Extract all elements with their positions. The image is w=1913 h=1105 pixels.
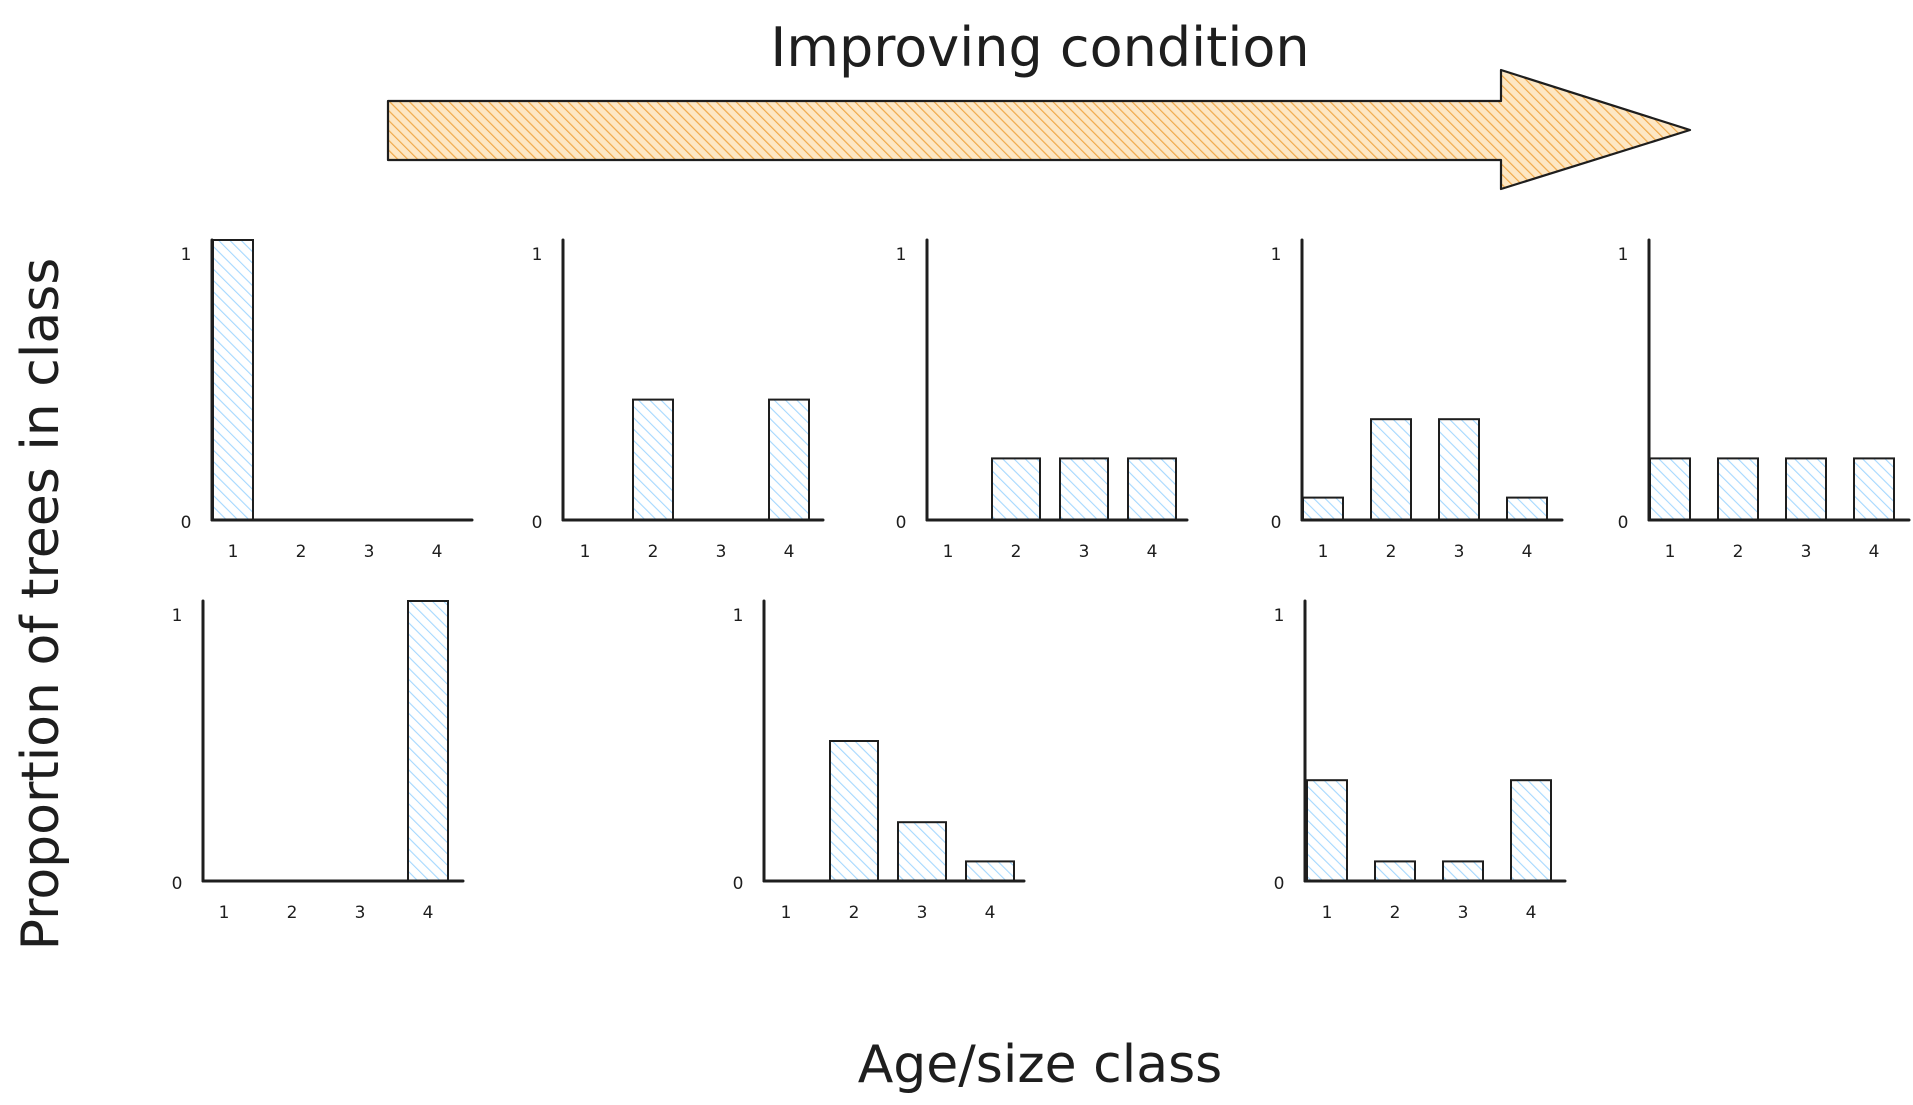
x-tick-label: 1 — [580, 542, 591, 562]
x-tick-label: 1 — [228, 542, 239, 562]
bar-class-3 — [1442, 860, 1484, 883]
x-tick-label: 3 — [917, 903, 928, 923]
chart-8: 0 1 1 2 3 4 — [1274, 599, 1567, 923]
bar-class-4 — [1127, 457, 1177, 521]
bar-class-3 — [1438, 418, 1480, 522]
bar-class-4 — [1506, 496, 1548, 522]
x-tick-label: 4 — [1522, 542, 1533, 562]
arrow-label: Improving condition — [770, 16, 1309, 79]
bar-class-1 — [1649, 457, 1691, 521]
y-tick-label: 0 — [1271, 513, 1282, 533]
bar-class-1 — [212, 239, 254, 521]
x-tick-label: 3 — [1079, 542, 1090, 562]
chart-3: 0 1 1 2 3 4 — [896, 238, 1189, 562]
x-tick-label: 2 — [1011, 542, 1022, 562]
x-tick-label: 2 — [849, 903, 860, 923]
x-tick-label: 4 — [985, 903, 996, 923]
x-tick-label: 3 — [355, 903, 366, 923]
y-tick-label: 0 — [532, 513, 543, 533]
x-tick-label: 1 — [781, 903, 792, 923]
y-tick-label: 0 — [896, 513, 907, 533]
bar-class-3 — [1785, 457, 1827, 521]
bar-class-2 — [1717, 457, 1759, 521]
x-tick-label: 4 — [1147, 542, 1158, 562]
x-tick-label: 4 — [784, 542, 795, 562]
x-tick-label: 1 — [1322, 903, 1333, 923]
bar-class-2 — [1370, 418, 1412, 522]
chart-7: 0 1 1 2 3 4 — [733, 599, 1026, 923]
y-tick-label: 1 — [532, 245, 543, 265]
x-tick-label: 3 — [1454, 542, 1465, 562]
x-tick-label: 2 — [1733, 542, 1744, 562]
y-tick-label: 1 — [1274, 606, 1285, 626]
bar-class-4 — [965, 860, 1015, 883]
bar-class-1 — [1302, 496, 1344, 522]
y-tick-label: 1 — [181, 245, 192, 265]
bar-class-4 — [768, 398, 810, 522]
x-tick-label: 4 — [1869, 542, 1880, 562]
x-tick-label: 3 — [716, 542, 727, 562]
small-multiples: 0 1 1 2 3 4 0 1 1 2 3 4 0 1 1 2 3 4 0 1 1 2 3 4 0 1 1 2 3 4 0 1 1 2 3 4 0 1 1 2… — [172, 238, 1911, 923]
y-axis-title: Proportion of trees in class — [11, 258, 71, 951]
bar-class-3 — [897, 821, 947, 883]
y-tick-label: 0 — [1274, 874, 1285, 894]
y-tick-label: 1 — [896, 245, 907, 265]
x-tick-label: 3 — [1801, 542, 1812, 562]
x-tick-label: 3 — [364, 542, 375, 562]
y-tick-label: 1 — [1271, 245, 1282, 265]
y-tick-label: 0 — [181, 513, 192, 533]
bar-class-2 — [1374, 860, 1416, 883]
bar-class-2 — [829, 740, 879, 882]
bar-class-1 — [1306, 779, 1348, 883]
bar-class-4 — [1510, 779, 1552, 883]
x-tick-label: 2 — [1390, 903, 1401, 923]
x-tick-label: 2 — [648, 542, 659, 562]
bar-class-3 — [1059, 457, 1109, 521]
y-tick-label: 1 — [172, 606, 183, 626]
x-axis-title: Age/size class — [858, 1035, 1223, 1095]
y-tick-label: 0 — [1618, 513, 1629, 533]
bar-class-4 — [1853, 457, 1895, 521]
y-tick-label: 0 — [733, 874, 744, 894]
x-tick-label: 2 — [296, 542, 307, 562]
bar-class-2 — [632, 398, 674, 522]
x-tick-label: 1 — [219, 903, 230, 923]
x-tick-label: 2 — [287, 903, 298, 923]
y-tick-label: 0 — [172, 874, 183, 894]
chart-4: 0 1 1 2 3 4 — [1271, 238, 1564, 562]
x-tick-label: 1 — [943, 542, 954, 562]
improving-condition-arrow — [386, 68, 1692, 191]
bar-class-4 — [407, 600, 449, 882]
x-tick-label: 4 — [432, 542, 443, 562]
y-tick-label: 1 — [733, 606, 744, 626]
bar-class-2 — [991, 457, 1041, 521]
x-tick-label: 4 — [423, 903, 434, 923]
x-tick-label: 1 — [1318, 542, 1329, 562]
chart-2: 0 1 1 2 3 4 — [532, 238, 825, 562]
x-tick-label: 3 — [1458, 903, 1469, 923]
x-tick-label: 4 — [1526, 903, 1537, 923]
chart-6: 0 1 1 2 3 4 — [172, 599, 465, 923]
chart-1: 0 1 1 2 3 4 — [181, 238, 474, 562]
x-tick-label: 1 — [1665, 542, 1676, 562]
y-tick-label: 1 — [1618, 245, 1629, 265]
chart-5: 0 1 1 2 3 4 — [1618, 238, 1911, 562]
x-tick-label: 2 — [1386, 542, 1397, 562]
